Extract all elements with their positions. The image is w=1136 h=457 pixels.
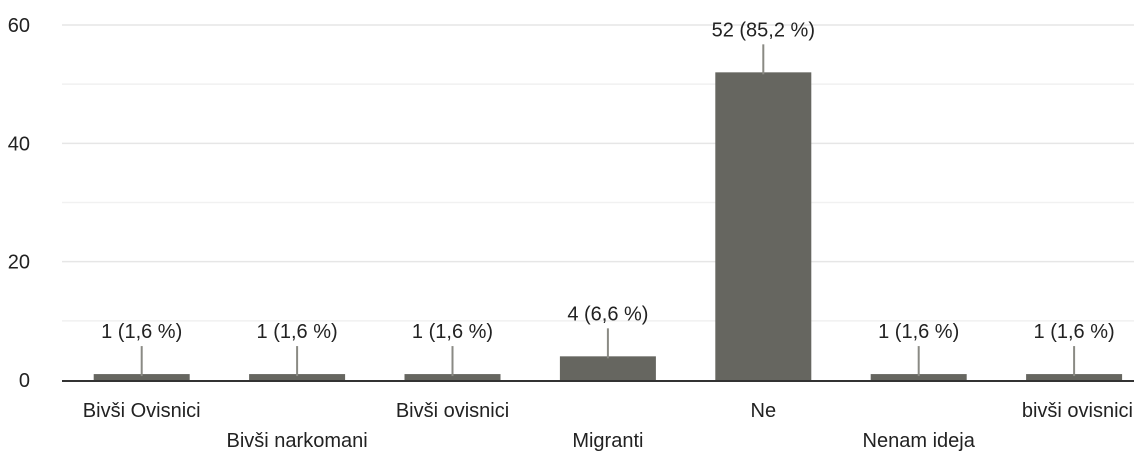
x-tick-label: Bivši Ovisnici	[83, 400, 201, 422]
x-axis-ticks: Bivši Ovisnici Bivši narkomani Bivši ovisn…	[83, 400, 1133, 452]
y-tick-label: 20	[8, 252, 30, 274]
bars	[93, 72, 1123, 380]
x-tick-label: bivši ovisnici	[1022, 400, 1133, 422]
bar	[1026, 374, 1123, 380]
x-tick-label: Bivši ovisnici	[396, 400, 509, 422]
data-label: 52 (85,2 %)	[712, 19, 815, 41]
data-label: 1 (1,6 %)	[1034, 321, 1115, 343]
y-tick-label: 60	[8, 15, 30, 37]
x-tick-label: Nenam ideja	[863, 430, 976, 452]
bar	[559, 356, 656, 380]
data-label: 1 (1,6 %)	[412, 321, 493, 343]
data-labels: 1 (1,6 %) 1 (1,6 %) 1 (1,6 %) 4 (6,6 %) 52 (…	[101, 19, 1115, 377]
bar	[93, 374, 190, 380]
y-tick-label: 0	[19, 370, 30, 392]
bar	[249, 374, 346, 380]
x-tick-label: Migranti	[572, 430, 643, 452]
bar	[404, 374, 501, 380]
data-label: 1 (1,6 %)	[101, 321, 182, 343]
y-tick-label: 40	[8, 133, 30, 155]
bar	[715, 72, 812, 380]
data-label: 1 (1,6 %)	[257, 321, 338, 343]
data-label: 4 (6,6 %)	[567, 303, 648, 325]
x-tick-label: Ne	[751, 400, 777, 422]
x-tick-label: Bivši narkomani	[227, 430, 368, 452]
y-axis-ticks: 0 20 40 60	[8, 15, 30, 392]
bar	[870, 374, 967, 380]
data-label: 1 (1,6 %)	[878, 321, 959, 343]
gridlines	[62, 24, 1134, 322]
